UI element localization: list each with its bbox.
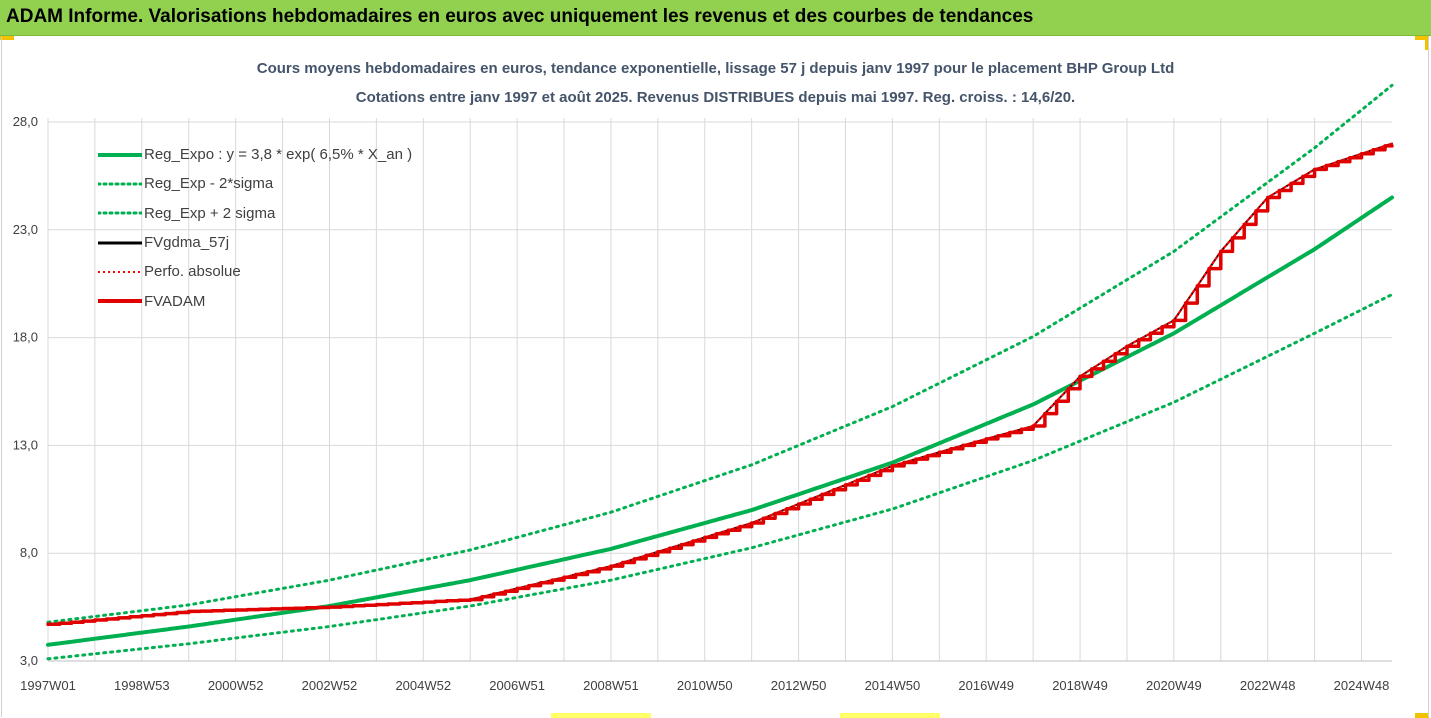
report-banner: ADAM Informe. Valorisations hebdomadaire…: [0, 0, 1431, 36]
y-tick-label: 28,0: [13, 114, 38, 129]
corner-marker: [551, 713, 651, 718]
legend-entry: FVADAM: [98, 286, 412, 315]
legend-entry: Reg_Exp + 2 sigma: [98, 199, 412, 228]
report-title: ADAM Informe. Valorisations hebdomadaire…: [6, 6, 1034, 27]
legend-label: Perfo. absolue: [144, 263, 241, 281]
corner-marker: [1415, 36, 1429, 40]
corner-marker: [840, 713, 940, 718]
y-tick-label: 3,0: [20, 653, 38, 668]
legend-entry: Reg_Exp - 2*sigma: [98, 169, 412, 198]
legend-swatch-adam: [98, 296, 142, 306]
x-tick-label: 2012W50: [771, 678, 827, 693]
legend-label: FVADAM: [144, 292, 206, 310]
series-trend-line: [46, 195, 1394, 647]
legend-label: Reg_Expo : y = 3,8 * exp( 6,5% * X_an ): [144, 146, 413, 164]
x-tick-label: 2006W51: [489, 678, 545, 693]
legend-label: FVgdma_57j: [144, 234, 230, 252]
x-tick-label: 2020W49: [1146, 678, 1202, 693]
legend-entry: Reg_Expo : y = 3,8 * exp( 6,5% * X_an ): [98, 140, 412, 169]
chart-frame: [1, 37, 1429, 717]
legend-entry: Perfo. absolue: [98, 257, 412, 286]
legend-swatch-smooth: [98, 238, 142, 248]
x-tick-label: 2018W49: [1052, 678, 1108, 693]
x-tick-label: 2024W48: [1334, 678, 1390, 693]
x-tick-label: 1997W01: [20, 678, 76, 693]
series-upper-band: [46, 83, 1394, 624]
legend-swatch-trend: [98, 150, 142, 160]
legend-swatch-lower: [98, 179, 142, 189]
x-tick-label: 1998W53: [114, 678, 170, 693]
legend-swatch-perf: [98, 267, 142, 277]
legend-label: Reg_Exp - 2*sigma: [144, 175, 274, 193]
chart-subtitle: Cotations entre janv 1997 et août 2025. …: [355, 89, 1076, 106]
x-tick-label: 2002W52: [302, 678, 358, 693]
y-tick-label: 18,0: [13, 330, 38, 345]
legend-label: Reg_Exp + 2 sigma: [144, 204, 276, 222]
corner-marker: [1415, 713, 1429, 718]
legend-swatch-upper: [98, 208, 142, 218]
x-tick-label: 2014W50: [865, 678, 921, 693]
series-lower-band: [46, 293, 1394, 661]
x-tick-label: 2004W52: [395, 678, 451, 693]
y-tick-label: 8,0: [20, 545, 38, 560]
chart-legend: Reg_Expo : y = 3,8 * exp( 6,5% * X_an ) …: [98, 140, 412, 316]
x-tick-label: 2016W49: [958, 678, 1014, 693]
series-fvadam-line: [46, 144, 1394, 627]
x-tick-label: 2000W52: [208, 678, 264, 693]
y-tick-label: 23,0: [13, 222, 38, 237]
x-tick-label: 2008W51: [583, 678, 639, 693]
x-tick-label: 2022W48: [1240, 678, 1296, 693]
legend-entry: FVgdma_57j: [98, 228, 412, 257]
x-tick-label: 2010W50: [677, 678, 733, 693]
corner-marker: [1425, 36, 1429, 50]
chart-title: Cours moyens hebdomadaires en euros, ten…: [256, 60, 1175, 77]
y-tick-label: 13,0: [13, 437, 38, 452]
corner-marker: [0, 36, 14, 40]
